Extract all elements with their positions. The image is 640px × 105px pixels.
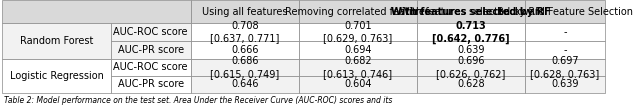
- Bar: [299, 0, 417, 23]
- Bar: [111, 59, 191, 76]
- Text: Backward Feature Selection: Backward Feature Selection: [497, 7, 633, 17]
- Text: 0.628: 0.628: [457, 79, 484, 89]
- Text: 0.639: 0.639: [457, 45, 484, 55]
- Text: 0.696
[0.626, 0.762]: 0.696 [0.626, 0.762]: [436, 56, 506, 79]
- Bar: [111, 23, 191, 41]
- Bar: [3, 59, 111, 93]
- Bar: [299, 23, 417, 41]
- Text: With features selected by RF: With features selected by RF: [391, 7, 550, 17]
- Text: 0.604: 0.604: [344, 79, 372, 89]
- Bar: [525, 0, 605, 23]
- Text: Using all features: Using all features: [202, 7, 287, 17]
- Text: Random Forest: Random Forest: [20, 36, 93, 46]
- Bar: [525, 23, 605, 41]
- Text: -: -: [563, 27, 566, 37]
- Text: Removing correlated features: Removing correlated features: [285, 7, 430, 17]
- Bar: [417, 76, 525, 93]
- Text: 0.701
[0.629, 0.763]: 0.701 [0.629, 0.763]: [323, 21, 392, 43]
- Text: -: -: [563, 45, 566, 55]
- Bar: [417, 41, 525, 59]
- Bar: [191, 41, 299, 59]
- Bar: [3, 23, 111, 59]
- Text: 0.682
[0.613, 0.746]: 0.682 [0.613, 0.746]: [323, 56, 392, 79]
- Text: AUC-ROC score: AUC-ROC score: [113, 27, 188, 37]
- Text: 0.666: 0.666: [231, 45, 259, 55]
- Bar: [417, 23, 525, 41]
- Bar: [111, 76, 191, 93]
- Text: Logistic Regression: Logistic Regression: [10, 71, 104, 81]
- Bar: [299, 76, 417, 93]
- Text: 0.697
[0.628, 0.763]: 0.697 [0.628, 0.763]: [531, 56, 600, 79]
- Text: 0.713
[0.642, 0.776]: 0.713 [0.642, 0.776]: [432, 21, 509, 44]
- Text: 0.686
[0.615, 0.749]: 0.686 [0.615, 0.749]: [210, 56, 280, 79]
- Bar: [525, 41, 605, 59]
- Bar: [191, 0, 299, 23]
- Text: 0.708
[0.637, 0.771]: 0.708 [0.637, 0.771]: [210, 21, 280, 43]
- Text: With features selected by RF: With features selected by RF: [401, 7, 541, 17]
- Bar: [417, 59, 525, 76]
- Bar: [299, 59, 417, 76]
- Bar: [191, 59, 299, 76]
- Bar: [525, 76, 605, 93]
- Text: AUC-ROC score: AUC-ROC score: [113, 62, 188, 72]
- Text: 0.646: 0.646: [231, 79, 259, 89]
- Bar: [3, 0, 191, 23]
- Text: 0.639: 0.639: [551, 79, 579, 89]
- Bar: [299, 41, 417, 59]
- Text: AUC-PR score: AUC-PR score: [118, 79, 184, 89]
- Bar: [191, 76, 299, 93]
- Text: 0.694: 0.694: [344, 45, 372, 55]
- Text: Table 2: Model performance on the test set. Area Under the Receiver Curve (AUC-R: Table 2: Model performance on the test s…: [4, 96, 392, 104]
- Bar: [111, 41, 191, 59]
- Bar: [191, 23, 299, 41]
- Bar: [525, 59, 605, 76]
- Bar: [417, 0, 525, 23]
- Text: AUC-PR score: AUC-PR score: [118, 45, 184, 55]
